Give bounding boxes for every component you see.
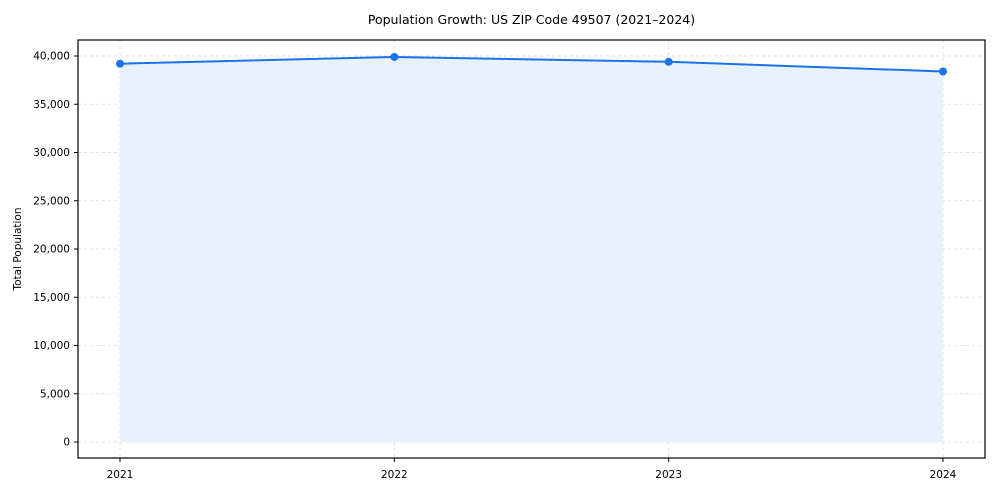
x-tick-label: 2022 [381,469,408,481]
y-tick-label: 40,000 [33,51,70,63]
data-point [390,52,399,61]
y-tick-label: 10,000 [33,340,70,352]
y-axis-label: Total Population [12,207,24,291]
area-fill [120,56,943,443]
chart-title: Population Growth: US ZIP Code 49507 (20… [367,12,696,27]
y-tick-label: 15,000 [33,292,70,304]
x-tick-label: 2024 [930,469,957,481]
x-tick-label: 2023 [655,469,682,481]
y-tick-label: 25,000 [33,195,70,207]
y-tick-label: 5,000 [40,388,70,400]
y-tick-label: 0 [63,437,70,449]
data-point [116,59,124,68]
data-point [939,67,947,76]
y-tick-label: 35,000 [33,99,70,111]
data-point [664,57,673,66]
y-tick-label: 20,000 [33,244,70,256]
series-line [119,55,944,73]
x-tick-label: 2021 [107,469,134,481]
y-tick-label: 30,000 [33,147,70,159]
